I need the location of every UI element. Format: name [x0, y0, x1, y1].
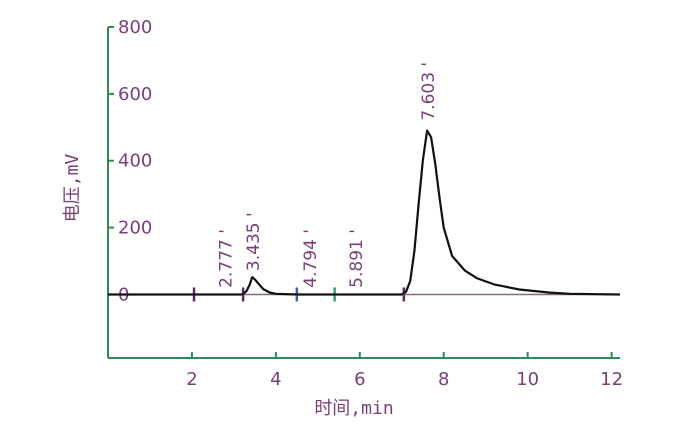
- x-axis-title: 时间,min: [314, 398, 393, 419]
- traces: [108, 129, 621, 296]
- x-tick-label: 12: [600, 369, 623, 390]
- y-tick-label: 600: [118, 84, 152, 105]
- x-tick-label: 10: [516, 369, 539, 390]
- x-tick-label: 4: [270, 369, 281, 390]
- y-tick-label: 400: [118, 151, 152, 172]
- x-tick-label: 6: [354, 369, 365, 390]
- peak-label: 2.777 ': [217, 229, 237, 288]
- y-tick-label: 800: [118, 17, 152, 38]
- y-tick-label: 200: [118, 218, 152, 239]
- peak-label: 3.435 ': [244, 212, 264, 271]
- peak-label: 4.794 ': [301, 229, 321, 288]
- x-tick-label: 2: [186, 369, 197, 390]
- chromatogram-trace: [108, 129, 621, 296]
- x-tick-label: 8: [438, 369, 449, 390]
- y-axis-title: 电压,mV: [62, 154, 83, 223]
- peak-label: 7.603 ': [419, 62, 439, 121]
- peak-label: 5.891 ': [347, 229, 367, 288]
- peak-labels: 2.777 ' 3.435 ' 4.794 ' 5.891 ' 7.603 ': [217, 62, 440, 288]
